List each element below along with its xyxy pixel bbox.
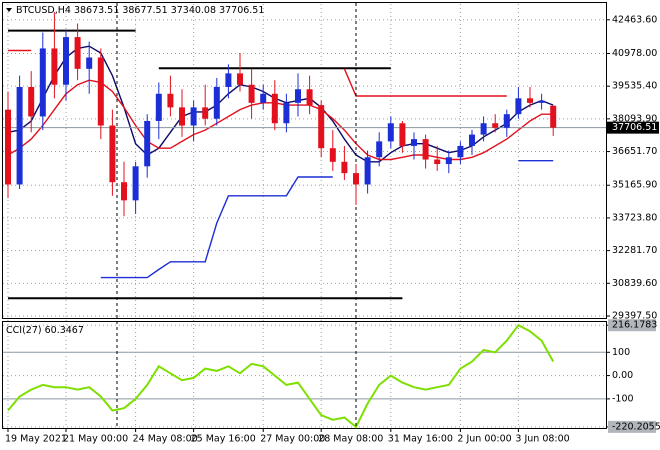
candle-body [445, 157, 452, 165]
candle-body [39, 48, 46, 117]
candle-body [260, 93, 267, 103]
ohlc-open: 38673.51 [74, 5, 119, 16]
candle-body [213, 86, 220, 119]
candle-body [16, 86, 23, 185]
candle-body [422, 139, 429, 160]
current-price-label: 37706.51 [612, 122, 657, 133]
x-tick-label: 31 May 16:00 [388, 434, 453, 445]
y-tick-label: 38093.90 [612, 113, 657, 124]
price-panel [2, 2, 607, 319]
candle-body [121, 182, 127, 201]
candle-body [364, 157, 371, 185]
candle-body [480, 123, 487, 135]
cci-name: CCI(27) [6, 325, 42, 336]
candle-body [341, 161, 348, 174]
candle-body [5, 109, 11, 185]
candle-body [318, 105, 325, 149]
cci-last: 60.3467 [45, 325, 84, 336]
y2-tick-label: -100 [612, 393, 634, 404]
y2-tick-label: -220.2055 [612, 421, 660, 432]
candle-body [411, 139, 417, 146]
candle-body [271, 93, 278, 124]
candle-body [295, 89, 301, 103]
cci-line [7, 323, 555, 429]
y2-tick-label: 100 [612, 347, 630, 358]
y-tick-label: 39535.40 [612, 81, 657, 92]
y-tick-label: 30839.60 [612, 278, 657, 289]
candle-body [283, 102, 290, 124]
x-tick-label: 2 Jun 00:00 [457, 434, 511, 445]
candle-body [202, 107, 209, 119]
ohlc-low: 37340.08 [171, 5, 216, 16]
y2-tick-label: 0.00 [612, 370, 633, 381]
candle-body [63, 37, 69, 85]
candle-body [109, 125, 116, 183]
candle-body [550, 105, 557, 128]
x-tick-label: 24 May 08:00 [133, 434, 198, 445]
x-tick-label: 3 Jun 08:00 [515, 434, 569, 445]
candles [5, 12, 557, 217]
candle-body [190, 107, 197, 126]
candle-body [538, 100, 545, 103]
candle-body [329, 148, 336, 162]
candle-body [225, 73, 232, 87]
candle-body [387, 123, 394, 142]
ohlc-close: 37706.51 [219, 5, 264, 16]
candle-body [469, 134, 475, 146]
candle-body [492, 123, 499, 128]
y-tick-label: 36651.70 [612, 146, 657, 157]
candle-body [376, 141, 383, 158]
candle-body [51, 48, 58, 85]
current-price-box [607, 121, 659, 134]
candle-body [306, 89, 313, 106]
y2-tick-label: 216.1783 [612, 320, 657, 331]
candle-body [503, 114, 510, 128]
grid [3, 4, 606, 428]
x-tick-label: 25 May 16:00 [191, 434, 256, 445]
y-tick-label: 29397.50 [612, 311, 657, 322]
y-tick-label: 40978.00 [612, 48, 657, 59]
cci-panel [2, 321, 607, 429]
candle-body [399, 123, 406, 146]
y2-tick-box [608, 319, 656, 332]
candle-body [97, 57, 104, 126]
overlay-line [100, 160, 554, 279]
y-tick-label: 32281.70 [612, 245, 657, 256]
candle-body [74, 37, 81, 69]
y2-tick-box [608, 420, 656, 433]
ohlc-high: 38677.51 [122, 5, 167, 16]
candle-body [248, 84, 255, 103]
candle-body [527, 98, 533, 103]
candle-body [353, 173, 359, 185]
y-tick-label: 42463.60 [612, 14, 657, 25]
x-tick-label: 28 May 08:00 [318, 434, 383, 445]
x-tick-label: 27 May 00:00 [260, 434, 325, 445]
candle-body [155, 93, 162, 121]
overlay-line [8, 49, 507, 97]
chart-title: BTCUSD,H4 38673.51 38677.51 37340.08 377… [16, 5, 264, 16]
symbol: BTCUSD,H4 [16, 5, 71, 16]
lines [3, 29, 606, 429]
menu-icon [6, 8, 12, 12]
y-tick-label: 35165.90 [612, 180, 657, 191]
candle-body [167, 93, 174, 108]
labels: 42463.60 40978.00 39535.40 38093.90 36651.70… [5, 14, 660, 444]
candle-body [237, 73, 243, 85]
y-tick-label: 33723.80 [612, 212, 657, 223]
cci-title: CCI(27) 60.3467 [6, 325, 84, 336]
x-tick-label: 21 May 00:00 [63, 434, 128, 445]
candle-body [144, 120, 151, 167]
candle-body [515, 98, 522, 115]
candle-body [28, 86, 35, 117]
candle-body [132, 166, 139, 201]
candle-body [179, 107, 185, 126]
x-tick-label: 19 May 2021 [5, 434, 67, 445]
candle-body [434, 159, 441, 165]
candle-body [457, 145, 464, 158]
candle-body [86, 57, 93, 69]
